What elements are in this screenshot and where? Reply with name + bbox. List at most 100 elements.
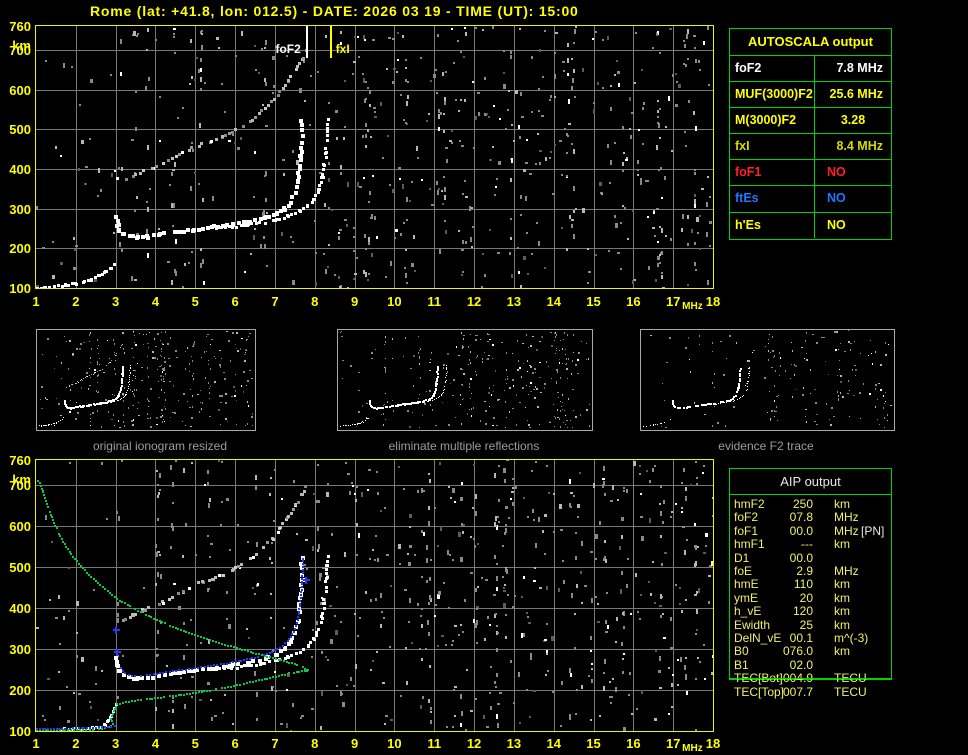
aip-row-value: --- <box>801 537 813 552</box>
x-tick-label: 17 <box>665 736 681 751</box>
y-tick-label: 600 <box>9 82 31 98</box>
aip-row-value: 250 <box>792 497 813 511</box>
aip-row-label: TEC[Top] <box>734 684 785 699</box>
autoscala-row-label: MUF(3000)F2 <box>730 82 815 108</box>
aip-row-unit: km <box>834 577 850 592</box>
x-tick-label: 13 <box>506 736 522 751</box>
x-tick-label: 6 <box>231 294 239 309</box>
aip-row-label: ymE <box>734 590 758 605</box>
aip-row-label: B1 <box>734 657 749 672</box>
aip-row-fof2: foF2 07.8 MHz <box>730 511 891 524</box>
aip-row-label: D1 <box>734 550 750 565</box>
aip-output-panel: AIP output hmF2 250 km foF2 07.8 MHz foF1 00.0 M… <box>729 468 892 698</box>
x-axis-unit-label: MHz <box>682 743 703 754</box>
aip-row-ewidth: Ewidth 25 km <box>730 617 891 632</box>
aip-row-unit: MHz <box>834 510 859 525</box>
aip-row-unit: m^(-3) <box>834 631 869 645</box>
aip-row-yme: ymE 20 km <box>730 590 891 605</box>
x-tick-label: 7 <box>271 294 279 309</box>
aip-row-value: 2.9 <box>796 564 813 578</box>
autoscala-ionogram-plot <box>35 25 714 289</box>
autoscala-row-value: 8.4 MHz <box>836 139 883 154</box>
thumbnail-caption-original: original ionogram resized <box>92 439 228 453</box>
aip-row-unit: km <box>834 497 850 511</box>
y-tick-label: 400 <box>9 600 31 616</box>
aip-row-value: 076.0 <box>782 644 813 659</box>
aip-row-value: 20 <box>799 590 813 605</box>
aip-row-value: 00.1 <box>789 631 813 645</box>
y-axis-unit-label: km <box>12 472 31 487</box>
autoscala-rows: foF2 7.8 MHz MUF(3000)F2 25.6 MHz M(3000)F2 3… <box>730 56 891 238</box>
x-tick-label: 5 <box>191 736 199 751</box>
autoscala-output-panel: AUTOSCALA output foF2 7.8 MHz MUF(3000)F2 2… <box>729 28 892 240</box>
thumbnail-f2-trace <box>640 329 895 431</box>
aip-row-unit: km <box>834 604 850 619</box>
aip-row-b1: B1 02.0 <box>730 657 891 672</box>
x-tick-label: 7 <box>271 736 279 751</box>
x-tick-label: 17 <box>665 294 681 309</box>
autoscala-row-value: NO <box>827 191 846 206</box>
x-tick-label: 11 <box>427 736 442 751</box>
aip-row-value: 120 <box>792 604 813 619</box>
aip-row-label: hmF1 <box>734 537 765 552</box>
autoscala-row-value: 3.28 <box>840 113 866 128</box>
y-tick-label: 500 <box>9 559 31 575</box>
aip-row-label: foE <box>734 564 753 578</box>
y-tick-label: 300 <box>9 641 31 657</box>
thumbnail-original-ionogram <box>36 329 256 431</box>
aip-row-value: 007.7 <box>782 684 813 699</box>
aip-row-label: DelN_vE <box>734 631 782 645</box>
aip-ionogram-plot <box>35 459 714 732</box>
autoscala-row-label: fxI <box>730 134 815 160</box>
autoscala-row: ftEs NO <box>730 186 891 213</box>
aip-row-hme: hmE 110 km <box>730 578 891 591</box>
x-tick-label: 12 <box>466 294 482 309</box>
x-tick-label: 1 <box>32 736 40 751</box>
x-tick-label: 11 <box>427 294 442 309</box>
aip-row-unit: km <box>834 617 850 632</box>
y-tick-label: 200 <box>9 682 31 698</box>
autoscala-row: foF1 NO <box>730 160 891 187</box>
aip-row-label: foF1 <box>734 523 759 538</box>
autoscala-row-label: foF2 <box>730 56 815 82</box>
x-tick-label: 10 <box>387 736 402 751</box>
x-tick-label: 5 <box>191 294 199 309</box>
aip-row-value: 110 <box>793 577 813 592</box>
aip-row-value: 00.0 <box>789 550 813 565</box>
aip-row-label: hmF2 <box>734 497 765 511</box>
y-tick-label: 700 <box>9 477 31 493</box>
x-tick-label: 1 <box>32 294 40 309</box>
autoscala-row-label: foF1 <box>730 160 815 186</box>
aip-row-hmf1: hmF1 --- km <box>730 538 891 551</box>
autoscala-row-value: NO <box>827 165 846 180</box>
aip-row-b0: B0 076.0 km <box>730 645 891 658</box>
y-tick-label: 300 <box>9 201 31 217</box>
aip-row-h-ve: h_vE 120 km <box>730 605 891 618</box>
autoscala-row-label: h'Es <box>730 212 815 238</box>
aip-row-value: 02.0 <box>789 657 813 672</box>
autoscala-panel-title: AUTOSCALA output <box>730 29 891 56</box>
x-tick-label: 8 <box>311 736 319 751</box>
aip-row-d1: D1 00.0 <box>730 550 891 565</box>
aip-row-unit: km <box>834 644 850 659</box>
x-tick-label: 2 <box>72 294 80 309</box>
aip-row-value: 07.8 <box>789 510 813 525</box>
thumbnail-caption-no-multiples: eliminate multiple reflections <box>388 439 540 453</box>
aip-panel-title: AIP output <box>730 469 891 495</box>
x-tick-label: 10 <box>387 294 402 309</box>
x-tick-label: 6 <box>231 736 239 751</box>
autoscala-row-value: 25.6 MHz <box>829 87 884 102</box>
aip-panel-bottom-border <box>729 678 892 679</box>
autoscala-row: h'Es NO <box>730 212 891 238</box>
aip-row-hmf2: hmF2 250 km <box>730 498 891 511</box>
y-tick-label: 200 <box>9 241 31 257</box>
x-tick-label: 14 <box>546 736 561 751</box>
y-tick-label: 500 <box>9 122 31 138</box>
fxI-marker-label: fxI <box>335 42 350 56</box>
x-tick-label: 18 <box>705 736 721 751</box>
aip-row-unit: MHz <box>834 523 859 538</box>
aip-row-label: h_vE <box>734 604 762 619</box>
x-tick-label: 9 <box>350 736 359 751</box>
y-tick-label: 100 <box>9 281 31 296</box>
